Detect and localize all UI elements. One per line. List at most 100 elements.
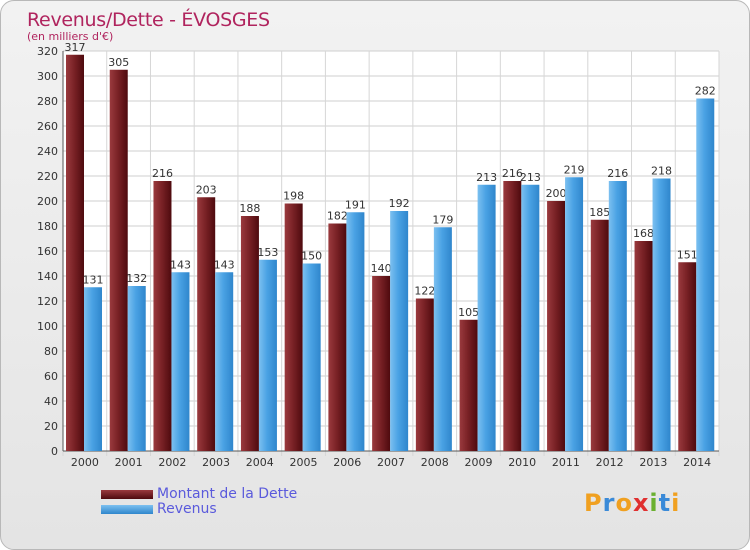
x-tick-label: 2010 <box>508 456 536 469</box>
value-label-revenus: 192 <box>389 197 410 210</box>
value-label-revenus: 179 <box>432 213 453 226</box>
value-label-dette: 317 <box>65 41 86 54</box>
logo-letter: x <box>632 489 650 517</box>
bar-revenus <box>521 184 540 451</box>
value-label-revenus: 191 <box>345 198 366 211</box>
bar-dette <box>66 54 84 451</box>
bar-revenus <box>608 181 627 451</box>
y-tick-label: 320 <box>37 45 58 58</box>
y-tick-label: 120 <box>37 295 58 308</box>
bar-dette <box>109 69 128 451</box>
y-tick-label: 160 <box>37 245 58 258</box>
value-label-dette: 185 <box>589 206 610 219</box>
legend-swatch-dette <box>101 490 153 499</box>
bar-revenus <box>171 272 190 451</box>
x-tick-label: 2013 <box>639 456 667 469</box>
y-tick-label: 200 <box>37 195 58 208</box>
y-tick-label: 20 <box>44 420 58 433</box>
y-tick-label: 140 <box>37 270 58 283</box>
value-label-dette: 140 <box>371 262 392 275</box>
value-label-revenus: 218 <box>651 165 672 178</box>
value-label-dette: 168 <box>633 227 654 240</box>
value-label-revenus: 282 <box>695 85 716 98</box>
y-tick-label: 260 <box>37 120 58 133</box>
value-label-revenus: 131 <box>83 273 104 286</box>
x-tick-label: 2011 <box>552 456 580 469</box>
value-label-dette: 182 <box>327 210 348 223</box>
value-label-dette: 198 <box>283 190 304 203</box>
bar-revenus <box>433 227 452 451</box>
x-tick-label: 2012 <box>596 456 624 469</box>
y-tick-label: 60 <box>44 370 58 383</box>
bar-revenus <box>84 287 102 451</box>
x-tick-label: 2000 <box>71 456 99 469</box>
bar-revenus <box>258 259 277 451</box>
y-tick-label: 240 <box>37 145 58 158</box>
x-tick-label: 2001 <box>115 456 143 469</box>
value-label-dette: 105 <box>458 306 479 319</box>
value-label-revenus: 132 <box>126 272 147 285</box>
x-tick-label: 2006 <box>333 456 361 469</box>
bar-revenus <box>652 178 671 451</box>
bar-dette <box>240 216 259 451</box>
value-label-revenus: 219 <box>564 163 585 176</box>
y-tick-label: 220 <box>37 170 58 183</box>
x-tick-label: 2003 <box>202 456 230 469</box>
x-tick-label: 2007 <box>377 456 405 469</box>
value-label-revenus: 153 <box>257 246 278 259</box>
bar-dette <box>197 197 216 451</box>
value-label-dette: 151 <box>677 248 698 261</box>
x-tick-label: 2009 <box>464 456 492 469</box>
value-label-dette: 216 <box>502 167 523 180</box>
legend-swatch-revenus <box>101 505 153 514</box>
bar-dette <box>547 201 566 451</box>
value-label-dette: 216 <box>152 167 173 180</box>
value-label-revenus: 143 <box>214 258 235 271</box>
bar-dette <box>590 219 609 451</box>
value-label-revenus: 213 <box>520 171 541 184</box>
logo-letter: t <box>658 489 672 517</box>
chart-title: Revenus/Dette - ÉVOSGES <box>27 9 270 31</box>
value-label-revenus: 213 <box>476 171 497 184</box>
bar-revenus <box>215 272 234 451</box>
y-tick-label: 80 <box>44 345 58 358</box>
legend-label-revenus: Revenus <box>157 501 217 517</box>
proxiti-logo: Proxiti <box>584 489 680 517</box>
bar-dette <box>153 181 172 451</box>
value-label-dette: 200 <box>546 187 567 200</box>
value-label-dette: 122 <box>414 285 435 298</box>
x-tick-label: 2004 <box>246 456 274 469</box>
chart-subtitle: (en milliers d'€) <box>27 30 114 43</box>
y-tick-label: 40 <box>44 395 58 408</box>
y-tick-label: 180 <box>37 220 58 233</box>
bar-revenus <box>302 263 321 451</box>
bar-revenus <box>390 211 409 451</box>
bar-revenus <box>477 184 496 451</box>
x-tick-label: 2002 <box>158 456 186 469</box>
bar-dette <box>459 319 478 451</box>
bar-dette <box>503 181 522 451</box>
x-tick-label: 2005 <box>290 456 318 469</box>
bar-dette <box>415 298 434 451</box>
y-tick-label: 0 <box>51 445 58 458</box>
logo-letter: i <box>671 489 681 517</box>
value-label-dette: 188 <box>239 202 260 215</box>
logo-letter: P <box>584 489 603 517</box>
legend-label-dette: Montant de la Dette <box>157 486 298 502</box>
bar-dette <box>284 203 303 451</box>
y-tick-label: 100 <box>37 320 58 333</box>
logo-letter: i <box>649 489 659 517</box>
bar-revenus <box>346 212 365 451</box>
value-label-dette: 305 <box>108 56 129 69</box>
logo-letter: o <box>615 489 633 517</box>
logo-letter: r <box>602 489 616 517</box>
bar-revenus <box>565 177 584 451</box>
value-label-revenus: 150 <box>301 250 322 263</box>
value-label-dette: 203 <box>196 183 217 196</box>
bar-dette <box>678 262 697 451</box>
bar-dette <box>372 276 391 451</box>
bar-revenus <box>696 98 715 451</box>
x-tick-label: 2014 <box>683 456 711 469</box>
